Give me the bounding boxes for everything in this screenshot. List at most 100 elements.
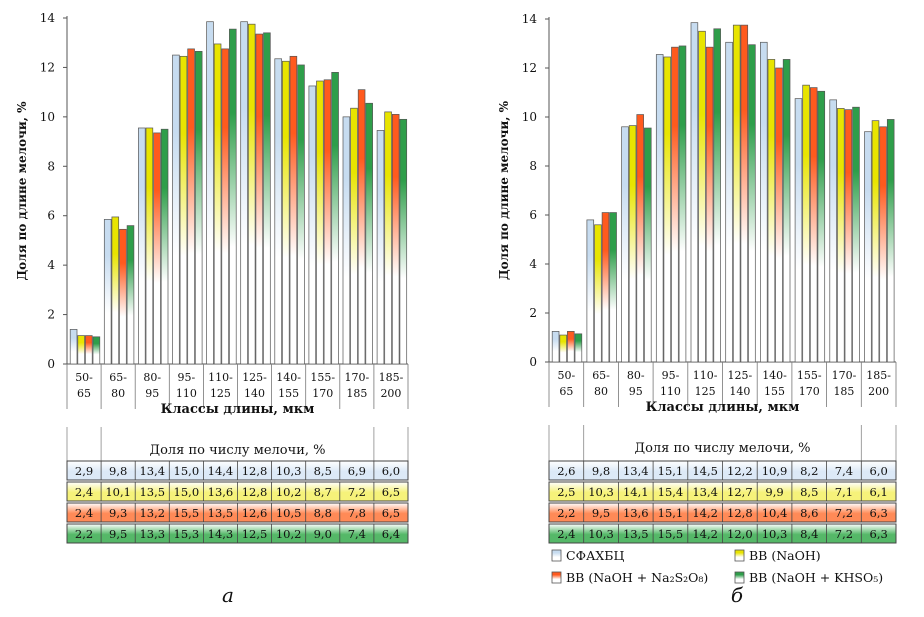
table-cell: 15,5 xyxy=(658,527,684,541)
bar xyxy=(111,216,120,365)
bar xyxy=(376,130,385,365)
bar xyxy=(331,72,339,365)
bar xyxy=(748,44,756,363)
bar xyxy=(342,116,351,365)
bar xyxy=(126,225,135,365)
x-tick-label: 65- xyxy=(109,371,127,384)
bar xyxy=(644,127,652,363)
table-cell: 13,5 xyxy=(208,506,234,520)
bar xyxy=(69,329,78,365)
table-cell: 14,2 xyxy=(692,527,718,541)
bar xyxy=(160,128,169,365)
table-cell: 10,3 xyxy=(588,485,614,499)
table-cell: 15,0 xyxy=(174,485,200,499)
x-tick-label: 50- xyxy=(557,369,575,382)
table-cell: 10,3 xyxy=(762,527,788,541)
table-cell: 6,4 xyxy=(382,527,400,541)
bar xyxy=(145,127,154,365)
table-cell: 2,2 xyxy=(557,506,575,520)
x-tick-label: 125 xyxy=(210,387,231,400)
bar xyxy=(671,46,679,363)
table-cell: 12,5 xyxy=(242,527,268,541)
x-tick-label: 95- xyxy=(177,371,195,384)
bar xyxy=(289,55,298,365)
table-cell: 7,4 xyxy=(835,464,853,478)
table-cell: 9,5 xyxy=(109,527,127,541)
bar xyxy=(194,51,203,365)
y-axis-label: Доля по длине мелочи, % xyxy=(497,100,511,280)
table-title: Доля по числу мелочи, % xyxy=(150,443,326,458)
x-tick-label: 110- xyxy=(693,369,718,382)
bar xyxy=(316,80,324,365)
y-tick-label: 8 xyxy=(47,159,55,173)
bar xyxy=(713,28,721,363)
x-axis-label: Классы длины, мкм xyxy=(161,402,315,417)
bar xyxy=(621,126,629,363)
bar xyxy=(255,33,264,365)
table-cell: 13,5 xyxy=(139,485,165,499)
bar xyxy=(92,336,101,365)
bar xyxy=(871,120,880,363)
bar xyxy=(802,84,810,363)
table-cell: 10,3 xyxy=(276,464,302,478)
table-cell: 6,1 xyxy=(870,485,888,499)
x-tick-label: 155 xyxy=(764,385,785,398)
table-cell: 13,6 xyxy=(623,506,649,520)
table-cell: 7,2 xyxy=(835,506,853,520)
table-cell: 2,4 xyxy=(557,527,575,541)
bar xyxy=(705,46,714,363)
x-tick-label: 185- xyxy=(379,371,404,384)
y-tick-label: 8 xyxy=(529,159,537,173)
table-cell: 8,8 xyxy=(314,506,332,520)
table-cell: 2,6 xyxy=(557,464,575,478)
bar xyxy=(837,108,845,363)
table-cell: 9,8 xyxy=(592,464,610,478)
bar xyxy=(103,219,112,365)
legend-label: ВВ (NaOH) xyxy=(749,548,821,563)
table-title: Доля по числу мелочи, % xyxy=(635,441,811,456)
table-cell: 7,8 xyxy=(348,506,366,520)
x-tick-label: 80 xyxy=(594,385,608,398)
y-tick-label: 4 xyxy=(47,258,55,272)
x-tick-label: 170 xyxy=(799,385,820,398)
y-tick-label: 4 xyxy=(529,257,537,271)
table-cell: 8,4 xyxy=(800,527,818,541)
table-cell: 15,1 xyxy=(658,464,684,478)
legend-swatch xyxy=(551,571,562,584)
table-cell: 10,2 xyxy=(276,485,302,499)
bar xyxy=(221,48,229,365)
bar xyxy=(274,58,282,365)
table-cell: 15,0 xyxy=(174,464,200,478)
bar xyxy=(213,43,222,365)
table-cell: 8,7 xyxy=(314,485,332,499)
bar xyxy=(725,41,733,363)
x-tick-label: 185 xyxy=(833,385,854,398)
x-tick-label: 125- xyxy=(242,371,267,384)
table-cell: 10,9 xyxy=(762,464,788,478)
bar xyxy=(636,114,644,363)
table-cell: 12,6 xyxy=(242,506,268,520)
table-cell: 6,3 xyxy=(870,506,888,520)
legend-label: ВВ (NaOH + KHSO₅) xyxy=(749,570,883,585)
table-cell: 13,2 xyxy=(139,506,165,520)
table-cell: 13,4 xyxy=(139,464,165,478)
bar xyxy=(775,67,783,363)
table-cell: 14,1 xyxy=(623,485,649,499)
legend-swatch xyxy=(551,549,562,562)
table-cell: 7,2 xyxy=(835,527,853,541)
x-tick-label: 65 xyxy=(77,387,91,400)
y-tick-label: 10 xyxy=(522,110,537,124)
bar xyxy=(844,109,853,363)
y-tick-label: 2 xyxy=(47,308,55,322)
table-cell: 2,4 xyxy=(75,506,93,520)
bar xyxy=(206,21,214,365)
bar xyxy=(85,335,93,365)
x-tick-label: 155- xyxy=(310,371,335,384)
table-cell: 10,5 xyxy=(276,506,302,520)
table-cell: 13,4 xyxy=(623,464,649,478)
x-tick-label: 125- xyxy=(727,369,752,382)
bar xyxy=(782,59,791,363)
bar xyxy=(308,85,317,365)
bar xyxy=(323,79,332,365)
bar xyxy=(119,228,127,365)
